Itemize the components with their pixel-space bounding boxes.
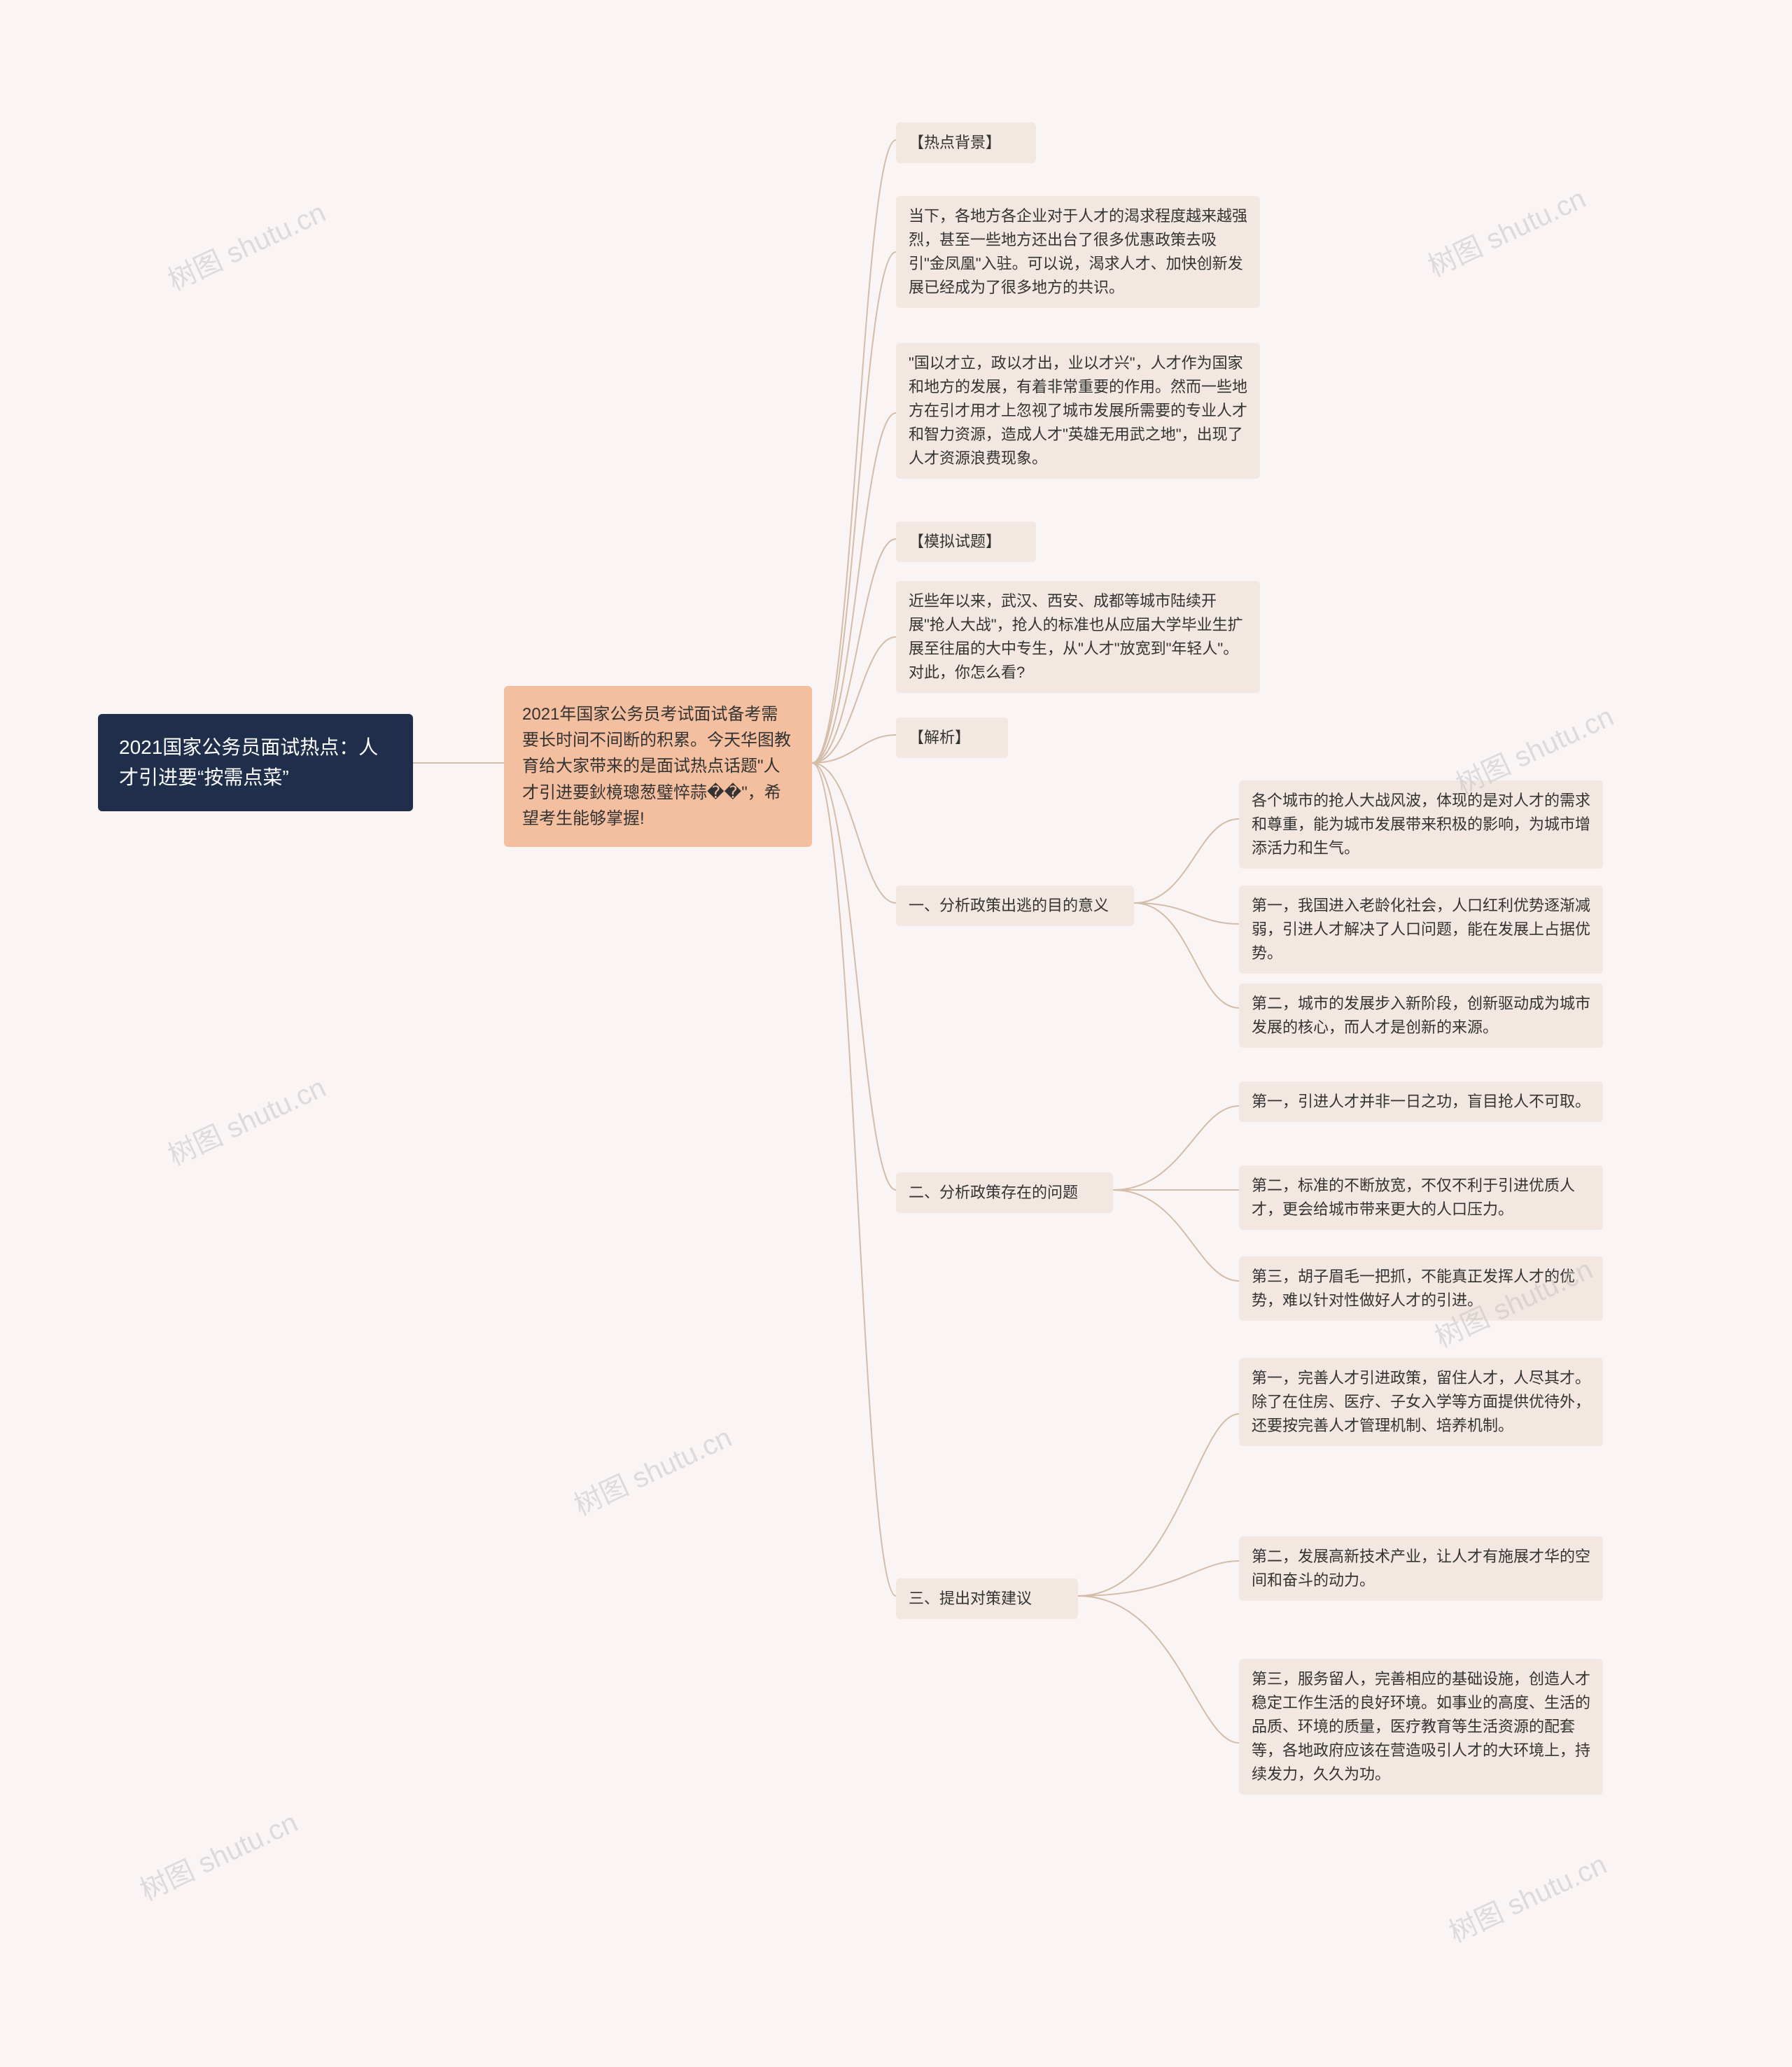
section-paragraph[interactable]: "国以才立，政以才出，业以才兴"，人才作为国家和地方的发展，有着非常重要的作用。… [896,343,1260,479]
branch-title-text: 三、提出对策建议 [909,1590,1032,1607]
branch-a-title[interactable]: 一、分析政策出逃的目的意义 [896,885,1134,926]
section-label: "国以才立，政以才出，业以才兴"，人才作为国家和地方的发展，有着非常重要的作用。… [909,354,1247,467]
section-label: 当下，各地方各企业对于人才的渴求程度越来越强烈，甚至一些地方还出台了很多优惠政策… [909,207,1247,296]
branch-c-child[interactable]: 第二，发展高新技术产业，让人才有施展才华的空间和奋斗的动力。 [1239,1536,1603,1601]
root-text: 2021国家公务员面试热点：人才引进要“按需点菜” [119,736,378,788]
section-heading[interactable]: 【模拟试题】 [896,521,1036,562]
branch-child-text: 第三，服务留人，完善相应的基础设施，创造人才稳定工作生活的良好环境。如事业的高度… [1252,1670,1590,1783]
branch-b-child[interactable]: 第一，引进人才并非一日之功，盲目抢人不可取。 [1239,1081,1603,1122]
branch-child-text: 第一，完善人才引进政策，留住人才，人尽其才。除了在住房、医疗、子女入学等方面提供… [1252,1369,1590,1434]
branch-a-child[interactable]: 第一，我国进入老龄化社会，人口红利优势逐渐减弱，引进人才解决了人口问题，能在发展… [1239,885,1603,974]
watermark: 树图 shutu.cn [132,1800,303,1909]
level1-node[interactable]: 2021年国家公务员考试面试备考需要长时间不间断的积累。今天华图教育给大家带来的… [504,686,812,847]
branch-child-text: 第二，发展高新技术产业，让人才有施展才华的空间和奋斗的动力。 [1252,1548,1590,1589]
branch-b-title[interactable]: 二、分析政策存在的问题 [896,1172,1113,1213]
branch-c-child[interactable]: 第一，完善人才引进政策，留住人才，人尽其才。除了在住房、医疗、子女入学等方面提供… [1239,1358,1603,1446]
level1-text: 2021年国家公务员考试面试备考需要长时间不间断的积累。今天华图教育给大家带来的… [522,705,791,828]
mindmap-canvas: 2021国家公务员面试热点：人才引进要“按需点菜” 2021年国家公务员考试面试… [0,0,1792,2067]
section-heading[interactable]: 【解析】 [896,717,1008,758]
branch-title-text: 一、分析政策出逃的目的意义 [909,897,1109,914]
section-label: 【热点背景】 [909,134,1001,151]
watermark: 树图 shutu.cn [566,1415,737,1524]
section-paragraph[interactable]: 近些年以来，武汉、西安、成都等城市陆续开展"抢人大战"，抢人的标准也从应届大学毕… [896,581,1260,693]
section-heading[interactable]: 【热点背景】 [896,122,1036,163]
section-label: 【解析】 [909,729,970,746]
branch-title-text: 二、分析政策存在的问题 [909,1184,1078,1201]
section-label: 【模拟试题】 [909,533,1001,550]
branch-child-text: 各个城市的抢人大战风波，体现的是对人才的需求和尊重，能为城市发展带来积极的影响，… [1252,792,1590,857]
branch-a-child[interactable]: 各个城市的抢人大战风波，体现的是对人才的需求和尊重，能为城市发展带来积极的影响，… [1239,780,1603,869]
branch-a-child[interactable]: 第二，城市的发展步入新阶段，创新驱动成为城市发展的核心，而人才是创新的来源。 [1239,983,1603,1048]
branch-child-text: 第二，标准的不断放宽，不仅不利于引进优质人才，更会给城市带来更大的人口压力。 [1252,1177,1575,1218]
watermark: 树图 shutu.cn [1420,176,1591,285]
watermark: 树图 shutu.cn [160,190,331,299]
branch-child-text: 第一，我国进入老龄化社会，人口红利优势逐渐减弱，引进人才解决了人口问题，能在发展… [1252,897,1590,962]
section-paragraph[interactable]: 当下，各地方各企业对于人才的渴求程度越来越强烈，甚至一些地方还出台了很多优惠政策… [896,196,1260,308]
watermark: 树图 shutu.cn [1441,1842,1612,1951]
root-node[interactable]: 2021国家公务员面试热点：人才引进要“按需点菜” [98,714,413,811]
watermark: 树图 shutu.cn [160,1065,331,1174]
branch-child-text: 第三，胡子眉毛一把抓，不能真正发挥人才的优势，难以针对性做好人才的引进。 [1252,1268,1575,1309]
branch-child-text: 第二，城市的发展步入新阶段，创新驱动成为城市发展的核心，而人才是创新的来源。 [1252,995,1590,1036]
section-label: 近些年以来，武汉、西安、成都等城市陆续开展"抢人大战"，抢人的标准也从应届大学毕… [909,592,1243,681]
branch-child-text: 第一，引进人才并非一日之功，盲目抢人不可取。 [1252,1093,1590,1110]
branch-b-child[interactable]: 第二，标准的不断放宽，不仅不利于引进优质人才，更会给城市带来更大的人口压力。 [1239,1165,1603,1230]
branch-c-title[interactable]: 三、提出对策建议 [896,1578,1078,1619]
branch-b-child[interactable]: 第三，胡子眉毛一把抓，不能真正发挥人才的优势，难以针对性做好人才的引进。 [1239,1256,1603,1321]
branch-c-child[interactable]: 第三，服务留人，完善相应的基础设施，创造人才稳定工作生活的良好环境。如事业的高度… [1239,1659,1603,1795]
